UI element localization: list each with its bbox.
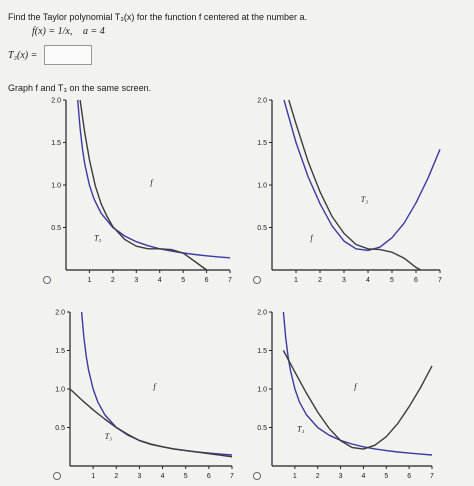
y-tick-label: 1.0 <box>257 183 267 190</box>
center-value: a = 4 <box>83 26 105 37</box>
y-tick-label: 0.5 <box>55 425 65 432</box>
y-tick-label: 2.0 <box>257 310 267 317</box>
x-tick-label: 4 <box>361 473 365 480</box>
y-tick-label: 0.5 <box>257 225 267 232</box>
graph-bottom-right: 1 2 3 4 5 6 7 0.5 1.0 1.5 2.0 f T₃ <box>257 310 434 481</box>
y-tick-label: 0.5 <box>257 425 267 432</box>
x-tick-label: 1 <box>87 277 91 284</box>
x-tick-label: 3 <box>342 277 346 284</box>
t3-curve <box>69 388 233 458</box>
y-tick-label: 2.0 <box>55 310 65 317</box>
radio-option-top-left[interactable] <box>43 276 51 284</box>
t3-curve <box>288 99 422 271</box>
answer-label: T₃(x) = <box>8 50 38 61</box>
x-tick-label: 2 <box>316 473 320 480</box>
x-tick-label: 6 <box>207 473 211 480</box>
f-curve-label: f <box>354 382 358 391</box>
f-curve-label: f <box>153 382 157 391</box>
graph-bottom-left: 1 2 3 4 5 6 7 0.5 1.0 1.5 2.0 f T₃ <box>55 310 234 481</box>
answer-input[interactable] <box>44 45 92 65</box>
t3-curve-label: T₃ <box>297 424 304 433</box>
f-curve <box>283 99 441 252</box>
graph-top-right: 1 2 3 4 5 6 7 0.5 1.0 1.5 2.0 T₃ f <box>257 98 442 285</box>
x-tick-label: 3 <box>137 473 141 480</box>
radio-option-bottom-left[interactable] <box>53 472 61 480</box>
x-tick-label: 3 <box>134 277 138 284</box>
x-tick-label: 1 <box>293 473 297 480</box>
x-tick-label: 7 <box>438 277 442 284</box>
y-tick-label: 1.0 <box>55 387 65 394</box>
t3-curve-label: T₃ <box>94 233 101 242</box>
f-curve-label: f <box>310 233 314 242</box>
y-tick-label: 1.5 <box>55 348 65 355</box>
x-tick-label: 2 <box>318 277 322 284</box>
x-tick-label: 5 <box>181 277 185 284</box>
y-tick-label: 2.0 <box>257 98 267 105</box>
y-tick-label: 0.5 <box>51 225 61 232</box>
x-tick-label: 2 <box>111 277 115 284</box>
x-tick-label: 3 <box>339 473 343 480</box>
x-tick-label: 7 <box>228 277 232 284</box>
x-tick-label: 4 <box>161 473 165 480</box>
x-tick-label: 1 <box>294 277 298 284</box>
y-tick-label: 1.0 <box>51 183 61 190</box>
x-tick-label: 5 <box>384 473 388 480</box>
x-tick-label: 6 <box>414 277 418 284</box>
x-tick-label: 6 <box>407 473 411 480</box>
graph-top-left: 1 2 3 4 5 6 7 0.5 1.0 1.5 2.0 f T₃ <box>51 98 232 285</box>
x-tick-label: 7 <box>430 473 434 480</box>
x-tick-label: 7 <box>230 473 234 480</box>
y-tick-label: 1.5 <box>257 348 267 355</box>
x-tick-label: 2 <box>114 473 118 480</box>
t3-curve-label: T₃ <box>105 432 112 441</box>
f-curve <box>282 311 433 456</box>
f-curve <box>77 99 231 259</box>
x-tick-label: 4 <box>366 277 370 284</box>
y-tick-label: 1.5 <box>51 140 61 147</box>
t3-curve <box>282 350 433 450</box>
radio-option-bottom-right[interactable] <box>253 472 261 480</box>
t3-curve-label: T₃ <box>361 195 368 204</box>
x-tick-label: 6 <box>205 277 209 284</box>
y-tick-label: 2.0 <box>51 98 61 105</box>
function-definition: f(x) = 1/x, <box>32 26 73 37</box>
t3-curve <box>79 99 208 271</box>
x-tick-label: 4 <box>158 277 162 284</box>
x-tick-label: 5 <box>184 473 188 480</box>
y-tick-label: 1.5 <box>257 140 267 147</box>
x-tick-label: 5 <box>390 277 394 284</box>
question-prompt: Find the Taylor polynomial T₃(x) for the… <box>8 12 307 22</box>
x-tick-label: 1 <box>91 473 95 480</box>
y-tick-label: 1.0 <box>257 387 267 394</box>
radio-option-top-right[interactable] <box>253 276 261 284</box>
f-curve-label: f <box>150 178 154 187</box>
graph-instruction: Graph f and T₃ on the same screen. <box>8 83 152 93</box>
